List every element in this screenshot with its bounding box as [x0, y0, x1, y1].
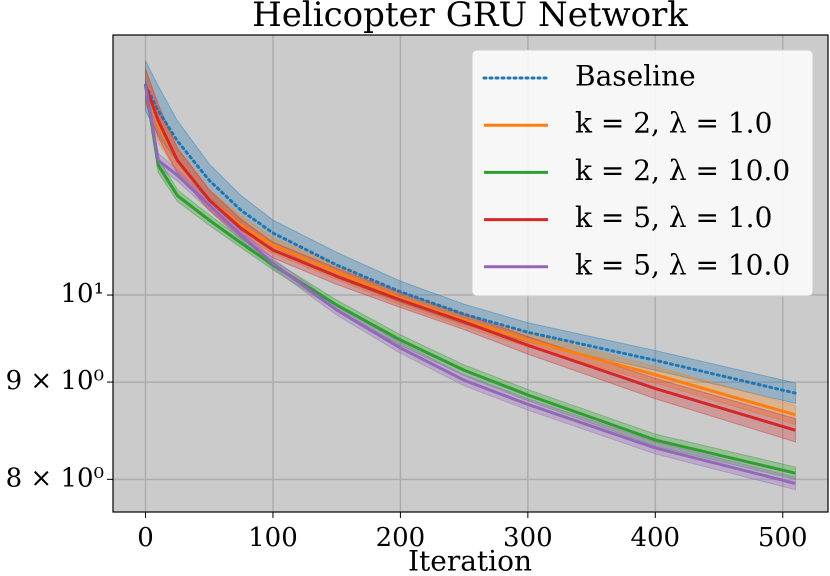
legend-label: k = 5, λ = 1.0 [575, 201, 772, 234]
y-tick-label: 8 × 10⁰ [6, 463, 104, 493]
axes-frame [112, 34, 829, 513]
x-tick-label: 0 [137, 523, 154, 553]
y-tick-label: 10¹ [60, 279, 104, 309]
marks [144, 60, 797, 491]
confidence-band [145, 78, 796, 491]
confidence-band [145, 68, 796, 443]
legend: Baseline k = 2, λ = 1.0 k = 2, λ = 10.0 k =… [471, 49, 814, 297]
y-tick-label: 9 × 10⁰ [6, 366, 104, 396]
series-line [144, 84, 796, 432]
confidence-band [145, 60, 796, 405]
legend-label: k = 2, λ = 10.0 [575, 154, 790, 187]
x-tick-label: 500 [758, 523, 808, 553]
x-axis-label: Iteration [408, 545, 532, 576]
legend-label: k = 2, λ = 1.0 [575, 107, 772, 140]
x-tick-label: 200 [376, 523, 426, 553]
x-tick-label: 100 [248, 523, 298, 553]
x-tick-label: 300 [503, 523, 553, 553]
axes: 0 100 200 300 400 500 8 × 10⁰ 9 × 10⁰ 10¹ [6, 279, 808, 553]
series-line [144, 85, 796, 485]
chart-title: Helicopter GRU Network [252, 0, 688, 35]
confidence-band [145, 78, 796, 480]
legend-box [471, 49, 814, 297]
legend-label: k = 5, λ = 10.0 [575, 248, 790, 281]
x-tick-label: 400 [630, 523, 680, 553]
series-line [144, 83, 797, 395]
legend-label: Baseline [575, 60, 696, 93]
